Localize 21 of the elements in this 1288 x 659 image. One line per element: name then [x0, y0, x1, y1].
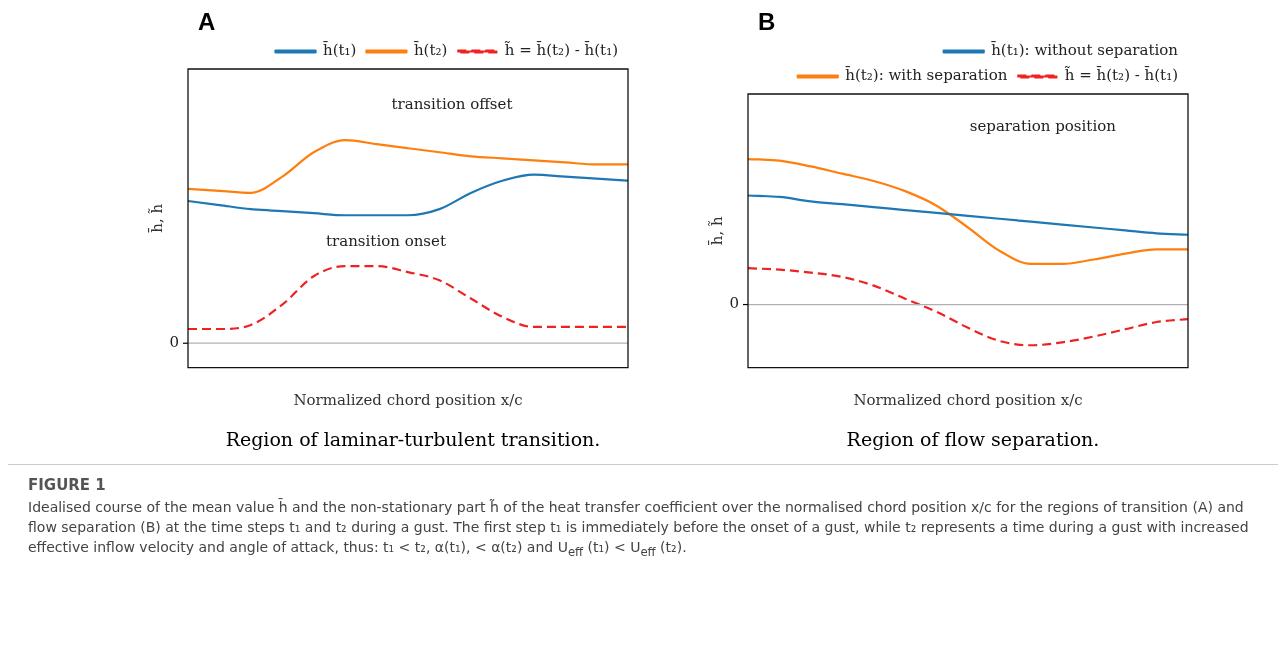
y-axis-title: h̄, h̃	[147, 203, 166, 233]
legend-label: h̄(t₂)	[413, 41, 448, 60]
annotation: transition onset	[326, 232, 446, 251]
text: Region of laminar-turbulent transition.	[224, 428, 602, 450]
text: separation position	[969, 116, 1117, 135]
chart-title: A	[198, 8, 217, 35]
text: Region of flow separation.	[845, 428, 1101, 450]
caption: FIGURE 1	[28, 475, 107, 496]
ref-line-label: 0	[729, 294, 739, 313]
legend-label: h̄(t₁): without separation	[991, 41, 1179, 60]
legend-label: h̃ = h̄(t₂) - h̄(t₁)	[1063, 66, 1179, 85]
text: Idealised course of the mean value h̄ and the non-stationary part h̃ of the heat transfer coefficient over the normalised chord position x/c for the regions of transition (A) and flow separation (B) at the time steps t₁ and t₂ during a gust. The first step t₁ is immediately before the onset of a gust, while t₂ represents a time during a gust with increased effective inflow velocity and angle of attack, thus: t₁ < t₂, α(t₁), < α(t₂) and U$_{eff}$ (t₁) < U$_{eff}$ (t₂).	[28, 497, 1250, 562]
y-axis-title: h̄, h̃	[707, 216, 726, 246]
text: transition offset	[391, 94, 513, 113]
chart-title: B	[758, 8, 777, 35]
legend-label: h̃ = h̄(t₂) - h̄(t₁)	[503, 41, 619, 60]
ref-line-label: 0	[169, 333, 179, 352]
legend-label: h̄(t₁)	[323, 41, 357, 60]
x-axis-title: Normalized chord position x/c	[853, 390, 1083, 409]
legend-label: h̄(t₂): with separation	[845, 66, 1008, 85]
x-axis-title: Normalized chord position x/c	[293, 390, 523, 409]
